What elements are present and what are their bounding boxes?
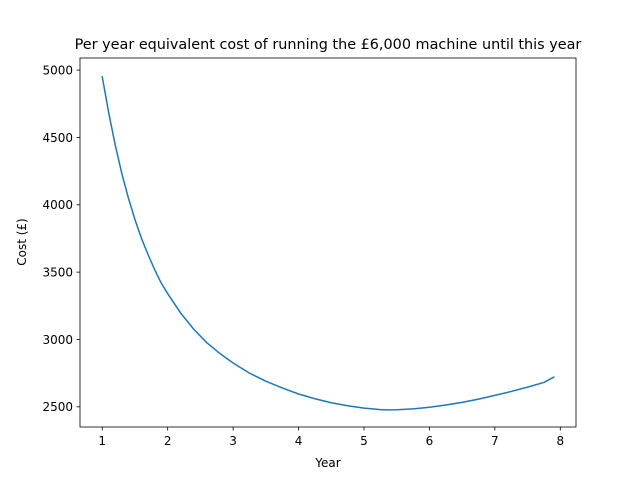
x-tick-label: 4 [295,434,303,448]
y-tick-label: 3500 [42,265,73,279]
y-tick-label: 3000 [42,333,73,347]
x-axis-label: Year [314,456,340,470]
x-tick-label: 7 [491,434,499,448]
chart-title: Per year equivalent cost of running the … [75,37,582,53]
y-tick-label: 4000 [42,198,73,212]
series-line [101,75,555,411]
x-axis: 1 2 3 4 5 6 7 8 [98,427,564,448]
y-axis-label: Cost (£) [15,218,29,266]
axes-frame [79,57,577,428]
x-tick-label: 2 [164,434,172,448]
y-axis: 2500 3000 3500 4000 4500 5000 [42,63,80,414]
x-tick-label: 3 [229,434,237,448]
x-tick-label: 8 [556,434,564,448]
x-tick-label: 6 [426,434,434,448]
y-tick-label: 4500 [42,131,73,145]
y-tick-label: 2500 [42,400,73,414]
x-tick-label: 1 [98,434,106,448]
y-tick-label: 5000 [42,63,73,77]
x-tick-label: 5 [360,434,368,448]
plot-area [79,57,577,428]
